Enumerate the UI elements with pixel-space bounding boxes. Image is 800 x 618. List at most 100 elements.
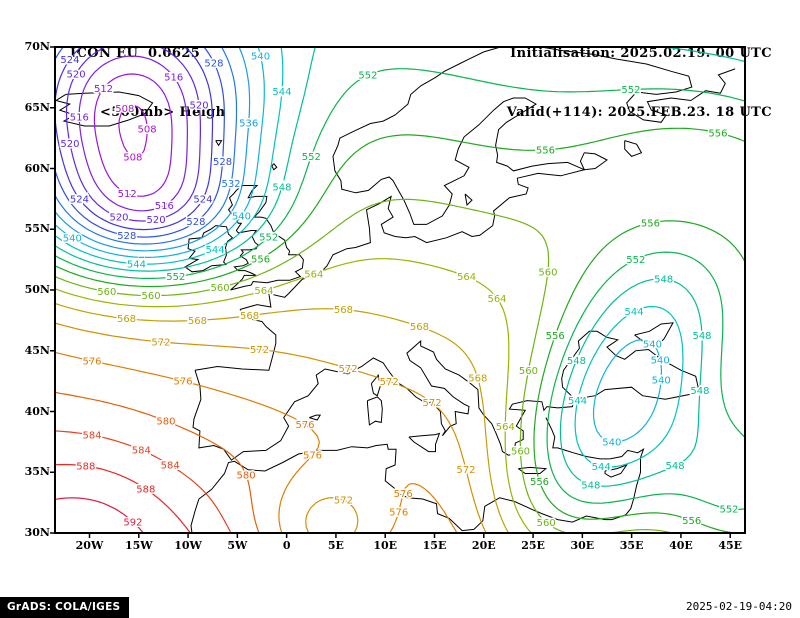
contour-label: 556 bbox=[641, 218, 660, 229]
contour-label: 524 bbox=[70, 195, 89, 206]
lat-tick-label: 45N bbox=[24, 343, 50, 357]
title-block: ICON EU 0.0625 <500mb> Heigh bbox=[70, 5, 226, 161]
lon-tick-label: 35E bbox=[619, 539, 644, 552]
lat-tick-label: 65N bbox=[24, 100, 50, 114]
contour-line-552 bbox=[55, 68, 745, 511]
lon-tick-label: 20W bbox=[75, 539, 104, 552]
coastline bbox=[464, 193, 473, 207]
contour-label: 520 bbox=[109, 213, 128, 224]
contour-label: 568 bbox=[410, 322, 429, 333]
contour-label: 540 bbox=[643, 339, 662, 350]
contour-label: 576 bbox=[295, 420, 314, 431]
contour-label: 584 bbox=[161, 461, 180, 472]
lat-tick-label: 70N bbox=[24, 40, 50, 53]
contour-label: 548 bbox=[692, 331, 711, 342]
contour-label: 580 bbox=[156, 417, 175, 428]
coastline bbox=[227, 185, 304, 291]
contour-label: 564 bbox=[496, 422, 515, 433]
validity-block: Initialisation: 2025.02.19. 00 UTC Valid… bbox=[507, 5, 772, 161]
contour-label: 540 bbox=[652, 376, 671, 387]
contour-label: 520 bbox=[60, 139, 79, 150]
contour-label: 588 bbox=[76, 462, 95, 473]
lat-tick-label: 35N bbox=[24, 465, 50, 479]
contour-label: 572 bbox=[151, 337, 170, 348]
contour-line-516 bbox=[78, 55, 188, 212]
contour-label: 532 bbox=[221, 179, 240, 190]
init-time: Initialisation: 2025.02.19. 00 UTC bbox=[510, 46, 772, 61]
contour-line-588 bbox=[55, 463, 191, 533]
contour-line-528 bbox=[55, 47, 225, 238]
contour-line-564 bbox=[55, 258, 532, 533]
contour-label: 544 bbox=[272, 87, 291, 98]
contour-label: 576 bbox=[174, 377, 193, 388]
contour-label: 524 bbox=[193, 194, 212, 205]
lat-tick-label: 50N bbox=[24, 283, 50, 296]
contour-label: 568 bbox=[240, 311, 259, 322]
contour-label: 580 bbox=[237, 471, 256, 482]
contours-group bbox=[55, 47, 745, 533]
contour-label: 544 bbox=[206, 245, 225, 256]
lon-tick-label: 10E bbox=[373, 539, 398, 552]
valid-time: Valid(+114): 2025.FEB.23. 18 UTC bbox=[506, 104, 772, 120]
contour-line-560 bbox=[55, 198, 672, 533]
coastline bbox=[190, 417, 645, 533]
contour-line-576 bbox=[55, 351, 458, 533]
contour-label: 548 bbox=[654, 275, 673, 286]
coastline bbox=[634, 322, 674, 347]
lon-tick-label: 5W bbox=[227, 539, 248, 552]
coastlines-group bbox=[55, 47, 736, 533]
coastline bbox=[194, 47, 586, 371]
coastline bbox=[309, 414, 322, 421]
contour-label: 576 bbox=[394, 489, 413, 500]
lon-tick-label: 10W bbox=[174, 539, 202, 552]
contour-label: 560 bbox=[511, 446, 530, 457]
coastline bbox=[184, 225, 234, 273]
contour-line-524 bbox=[55, 47, 214, 231]
contour-label: 564 bbox=[457, 272, 476, 283]
contour-label: 552 bbox=[166, 272, 185, 283]
contour-line-536 bbox=[55, 47, 251, 252]
contour-label: 556 bbox=[530, 477, 549, 488]
contour-label: 572 bbox=[250, 345, 269, 356]
contour-label: 568 bbox=[117, 314, 136, 325]
contour-label: 564 bbox=[254, 286, 273, 297]
contour-label: 548 bbox=[666, 461, 685, 472]
contour-label: 556 bbox=[536, 145, 555, 156]
coastline bbox=[518, 466, 548, 474]
generation-timestamp: 2025-02-19-04:20 bbox=[686, 600, 792, 613]
coastline bbox=[604, 463, 629, 478]
contour-label: 560 bbox=[211, 283, 230, 294]
contour-line-580 bbox=[55, 391, 260, 533]
coastline bbox=[367, 396, 383, 426]
contour-label: 512 bbox=[94, 84, 113, 95]
contour-label: 568 bbox=[468, 374, 487, 385]
contour-label: 552 bbox=[719, 504, 738, 515]
contour-label: 544 bbox=[625, 307, 644, 318]
contour-label: 520 bbox=[147, 215, 166, 226]
contour-label: 564 bbox=[487, 294, 506, 305]
contour-label: 556 bbox=[251, 254, 270, 265]
coastline bbox=[370, 373, 381, 397]
contour-label: 508 bbox=[138, 125, 157, 136]
contour-label: 548 bbox=[581, 480, 600, 491]
contour-label: 584 bbox=[82, 431, 101, 442]
contour-label: 528 bbox=[186, 217, 205, 228]
coastline bbox=[192, 330, 700, 461]
lon-tick-label: 15E bbox=[422, 539, 447, 552]
contour-label: 552 bbox=[621, 85, 640, 96]
contour-label: 516 bbox=[164, 72, 183, 83]
contour-label: 544 bbox=[592, 462, 611, 473]
contour-label: 516 bbox=[70, 112, 89, 123]
contour-label: 528 bbox=[117, 231, 136, 242]
contour-label: 540 bbox=[232, 211, 251, 222]
contour-label: 592 bbox=[123, 517, 142, 528]
contour-label: 568 bbox=[334, 305, 353, 316]
contour-line-520 bbox=[65, 47, 201, 222]
contour-label: 528 bbox=[204, 58, 223, 69]
contour-line-584 bbox=[55, 430, 232, 533]
contour-label: 556 bbox=[682, 516, 701, 527]
contour-label: 572 bbox=[334, 495, 353, 506]
contour-label: 508 bbox=[115, 104, 134, 115]
